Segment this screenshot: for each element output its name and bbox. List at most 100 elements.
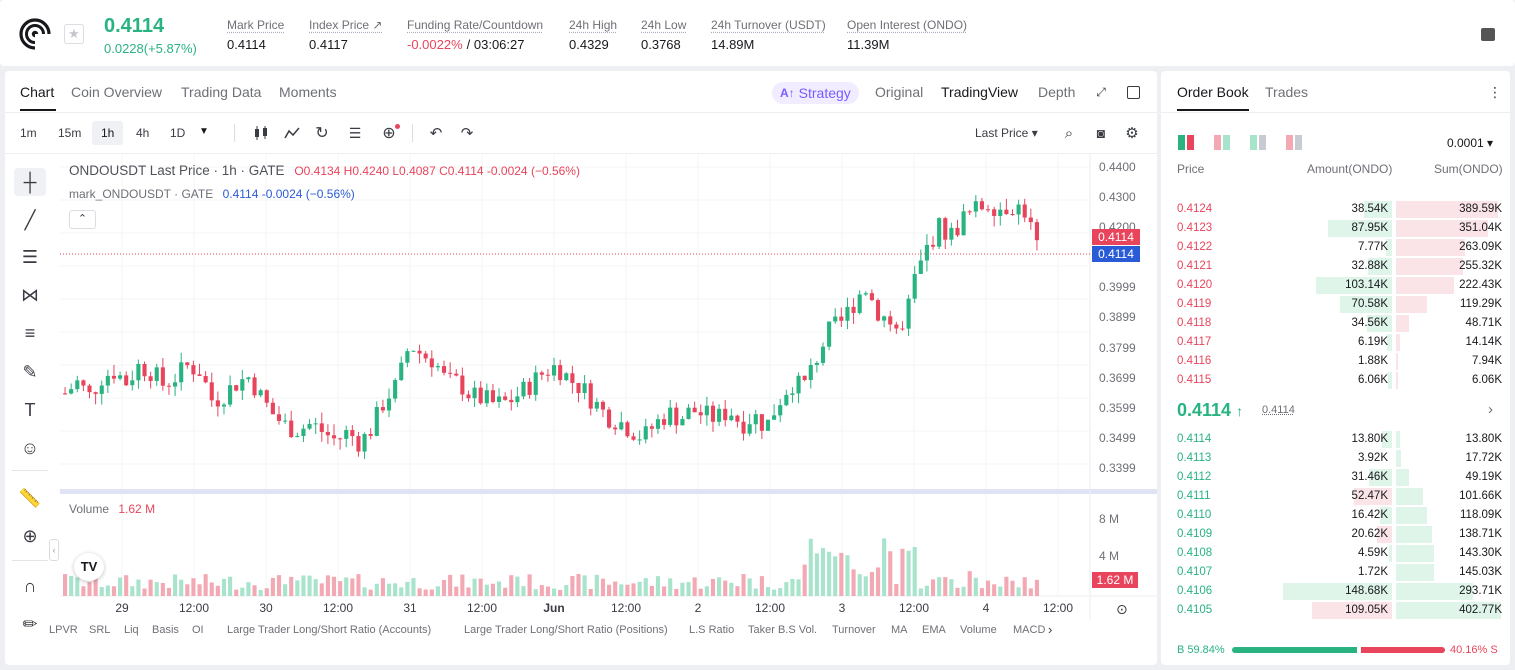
divider <box>5 153 1157 154</box>
indicator-tab[interactable]: Liq <box>124 624 139 636</box>
indicator-tab[interactable]: EMA <box>922 624 946 636</box>
candle-body <box>118 375 123 379</box>
indicator-tab[interactable]: MACD <box>1013 624 1046 636</box>
tab-underline <box>1177 109 1249 111</box>
tab-tradingview[interactable]: TradingView <box>941 84 1019 100</box>
zoom-in-icon[interactable]: ⊕ <box>22 525 38 546</box>
indicator-tab[interactable]: Volume <box>960 624 997 636</box>
search-icon[interactable]: ⌕ <box>1064 124 1074 142</box>
order-row[interactable]: 0.4114 13.80K 13.80K <box>1172 430 1504 449</box>
order-row[interactable]: 0.4105 109.05K 402.77K <box>1172 601 1504 620</box>
order-row[interactable]: 0.4119 70.58K 119.29K <box>1172 295 1504 314</box>
indicator-tab[interactable]: Basis <box>152 624 179 636</box>
refresh-icon[interactable]: ↻ <box>315 125 329 142</box>
strategy-button[interactable]: A↑ Strategy <box>772 82 859 104</box>
indicator-tab[interactable]: Turnover <box>832 624 876 636</box>
order-row[interactable]: 0.4112 31.46K 49.19K <box>1172 468 1504 487</box>
tab-original[interactable]: Original <box>875 84 924 100</box>
order-amount: 87.95K <box>1351 222 1388 234</box>
indicator-tab[interactable]: SRL <box>89 624 111 636</box>
collapse-legend-button[interactable]: ⌃ <box>69 210 96 229</box>
ruler-icon[interactable]: 📏 <box>18 487 42 508</box>
timeframe-1m[interactable]: 1m <box>20 126 37 140</box>
timeframe-15m[interactable]: 15m <box>58 126 82 140</box>
order-row[interactable]: 0.4107 1.72K 145.03K <box>1172 563 1504 582</box>
order-row[interactable]: 0.4118 34.56K 48.71K <box>1172 314 1504 333</box>
candle-body <box>772 415 777 420</box>
tab-chart[interactable]: Chart <box>20 84 55 100</box>
order-row[interactable]: 0.4115 6.06K 6.06K <box>1172 371 1504 390</box>
order-row[interactable]: 0.4108 4.59K 143.30K <box>1172 544 1504 563</box>
fib-icon[interactable]: ≡ <box>24 322 36 343</box>
order-row[interactable]: 0.4120 103.14K 222.43K <box>1172 276 1504 295</box>
expand-icon[interactable]: ⤢ <box>1096 84 1106 99</box>
order-row[interactable]: 0.4121 32.88K 255.32K <box>1172 257 1504 276</box>
text-icon[interactable]: T <box>24 399 36 420</box>
redo-icon[interactable]: ↷ <box>460 125 474 142</box>
timeframe-1D[interactable]: 1D <box>170 126 186 140</box>
indicator-tab[interactable]: Taker B.S Vol. <box>748 624 818 636</box>
indicators-next-icon[interactable]: › <box>1048 622 1053 637</box>
book-layout-icon[interactable] <box>1178 135 1194 150</box>
price-source-select[interactable]: Last Price ▾ <box>975 126 1038 140</box>
timeframe-4h[interactable]: 4h <box>136 126 150 140</box>
order-row[interactable]: 0.4122 7.77K 263.09K <box>1172 238 1504 257</box>
brush-icon[interactable]: ✎ <box>22 361 38 382</box>
add-indicator-icon[interactable]: ⊕ <box>382 125 396 142</box>
volume-bar <box>943 577 948 596</box>
exchange-logo[interactable] <box>18 17 52 51</box>
precision-select[interactable]: 0.0001 ▾ <box>1447 136 1494 150</box>
indicators-icon[interactable] <box>281 122 303 144</box>
tab-trading-data[interactable]: Trading Data <box>181 84 262 100</box>
book-layout-icon[interactable] <box>1214 135 1230 150</box>
order-row[interactable]: 0.4109 20.62K 138.71K <box>1172 525 1504 544</box>
chevron-right-icon[interactable]: › <box>1488 401 1493 418</box>
collapse-toolbar-icon[interactable]: ‹ <box>49 539 59 561</box>
order-sum: 402.77K <box>1459 604 1502 616</box>
book-layout-icon[interactable] <box>1286 135 1302 150</box>
gear-icon[interactable]: ⚙ <box>1125 125 1139 142</box>
reset-chart-icon[interactable]: ⊙ <box>1116 601 1128 617</box>
indicator-tab[interactable]: L.S Ratio <box>689 624 735 636</box>
trend-line-icon[interactable]: ╱ <box>24 209 36 230</box>
emoji-icon[interactable]: ☺ <box>20 437 40 458</box>
tab-moments[interactable]: Moments <box>279 84 337 100</box>
pattern-icon[interactable]: ⋈ <box>21 284 39 305</box>
camera-icon[interactable]: ◙ <box>1096 125 1106 141</box>
more-options-icon[interactable]: ⋮ <box>1488 84 1502 100</box>
pencil-icon[interactable]: ✏ <box>22 613 38 634</box>
undo-icon[interactable]: ↶ <box>429 125 443 142</box>
window-icon[interactable] <box>1127 86 1140 99</box>
order-row[interactable]: 0.4111 52.47K 101.66K <box>1172 487 1504 506</box>
tab-depth[interactable]: Depth <box>1038 84 1076 100</box>
timeframe-1h[interactable]: 1h <box>92 121 124 145</box>
tab-order-book[interactable]: Order Book <box>1177 84 1249 100</box>
indicator-tab[interactable]: Large Trader Long/Short Ratio (Positions… <box>464 624 668 636</box>
tab-coin-overview[interactable]: Coin Overview <box>71 84 163 100</box>
candle-type-icon[interactable] <box>250 122 272 144</box>
book-icon[interactable] <box>1481 28 1495 41</box>
candle-body <box>166 385 172 387</box>
mid-price[interactable]: 0.4114 ↑ <box>1177 400 1243 421</box>
order-row[interactable]: 0.4117 6.19K 14.14K <box>1172 333 1504 352</box>
order-row[interactable]: 0.4116 1.88K 7.94K <box>1172 352 1504 371</box>
timeframe-dropdown-icon[interactable]: ▼ <box>199 126 209 137</box>
magnet-icon[interactable]: ∩ <box>23 575 37 596</box>
favorite-star-icon[interactable]: ★ <box>64 24 84 44</box>
order-row[interactable]: 0.4123 87.95K 351.04K <box>1172 219 1504 238</box>
order-row[interactable]: 0.4113 3.92K 17.72K <box>1172 449 1504 468</box>
horizontal-lines-icon[interactable]: ☰ <box>21 246 39 267</box>
indicator-tab[interactable]: MA <box>891 624 908 636</box>
order-row[interactable]: 0.4106 148.68K 293.71K <box>1172 582 1504 601</box>
crosshair-icon[interactable]: ┼ <box>14 168 46 196</box>
order-row[interactable]: 0.4110 16.42K 118.09K <box>1172 506 1504 525</box>
tradingview-logo[interactable]: TV <box>74 553 104 581</box>
tab-trades[interactable]: Trades <box>1265 84 1309 100</box>
order-row[interactable]: 0.4124 38.54K 389.59K <box>1172 200 1504 219</box>
indicator-tab[interactable]: OI <box>192 624 204 636</box>
indicator-tab[interactable]: Large Trader Long/Short Ratio (Accounts) <box>227 624 432 636</box>
book-layout-icon[interactable] <box>1250 135 1266 150</box>
indicator-tab[interactable]: LPVR <box>49 624 78 636</box>
settings-list-icon[interactable]: ☰ <box>348 124 362 141</box>
